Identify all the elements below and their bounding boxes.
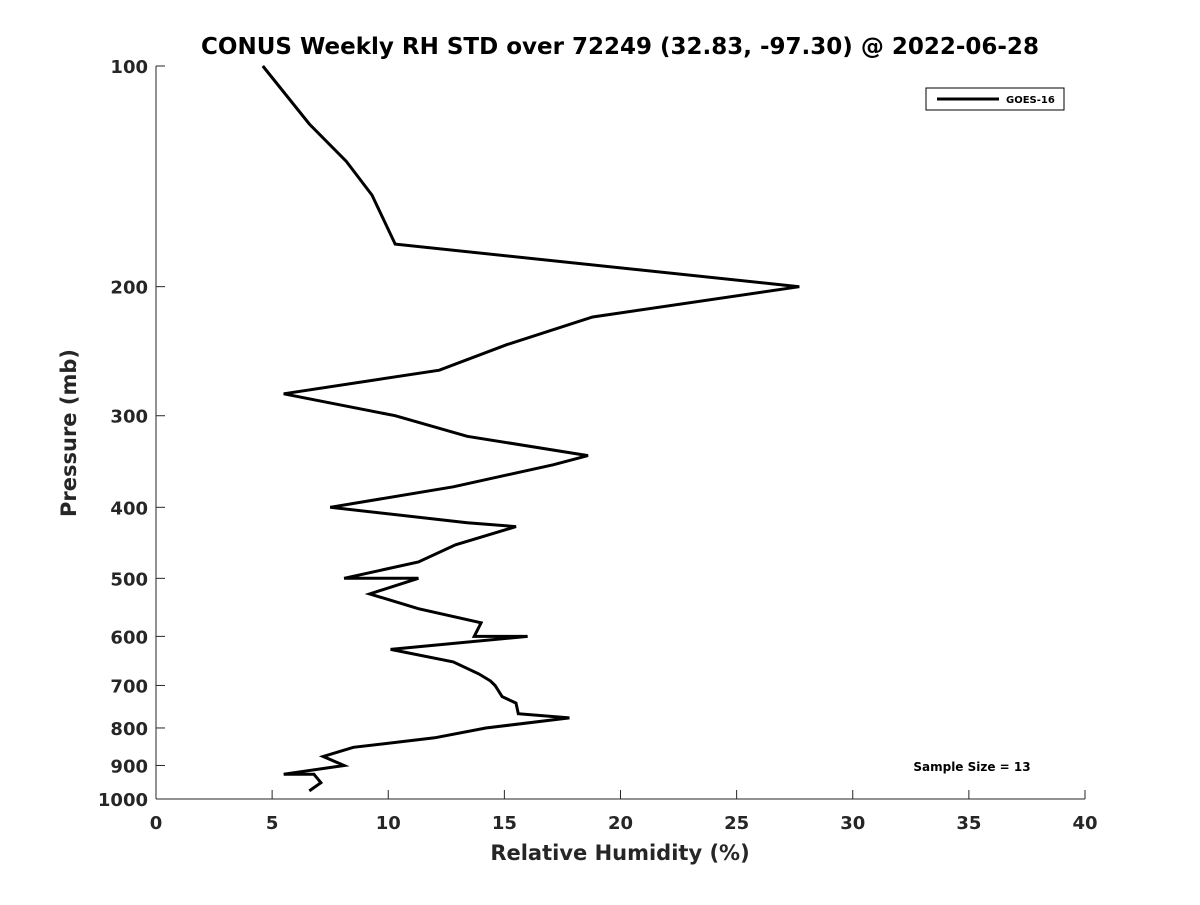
- x-tick-label: 35: [956, 813, 981, 834]
- y-tick-label: 1000: [98, 790, 148, 811]
- legend: GOES-16: [925, 87, 1065, 111]
- series-line-goes-16: [261, 65, 800, 793]
- x-tick-label: 5: [266, 813, 279, 834]
- y-axis-label: Pressure (mb): [57, 349, 81, 517]
- x-tick-label: 15: [492, 813, 517, 834]
- y-tick-label: 300: [110, 407, 148, 428]
- y-tick-label: 700: [110, 676, 148, 697]
- x-axis-label: Relative Humidity (%): [490, 841, 749, 865]
- plot-area: 0 5 10 15 20 25 30 35 40 100 200 300 400 500 600 700 800…: [98, 57, 1098, 834]
- x-tick-label: 30: [840, 813, 865, 834]
- y-tick-label: 600: [110, 627, 148, 648]
- y-tick-label: 900: [110, 756, 148, 777]
- x-tick-label: 10: [376, 813, 401, 834]
- y-tick-label: 500: [110, 569, 148, 590]
- y-tick-label: 400: [110, 498, 148, 519]
- x-tick-label: 0: [150, 813, 163, 834]
- x-tick-label: 25: [724, 813, 749, 834]
- sample-size-annotation: Sample Size = 13: [913, 760, 1030, 774]
- y-tick-label: 200: [110, 278, 148, 299]
- y-tick-label: 100: [110, 57, 148, 78]
- x-tick-label: 20: [608, 813, 633, 834]
- x-tick-label: 40: [1072, 813, 1097, 834]
- chart-title: CONUS Weekly RH STD over 72249 (32.83, -…: [201, 34, 1039, 60]
- legend-label: GOES-16: [1006, 95, 1055, 106]
- y-tick-label: 800: [110, 719, 148, 740]
